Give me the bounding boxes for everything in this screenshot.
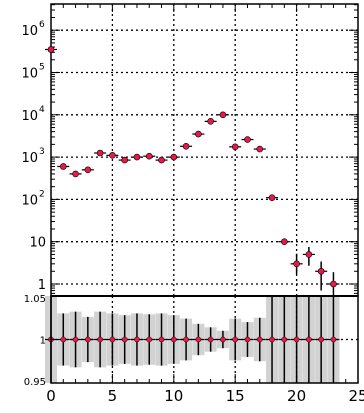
y-tick-label: 10 [21, 67, 38, 82]
data-point [244, 136, 251, 143]
ratio-data-point [109, 336, 116, 343]
x-tick-label: 5 [108, 387, 118, 405]
data-point [317, 267, 325, 275]
data-point [158, 156, 165, 164]
data-point [293, 260, 300, 268]
data-point [195, 130, 202, 138]
data-point [231, 143, 239, 151]
ratio-data-point [318, 336, 325, 343]
data-point [121, 156, 128, 164]
data-point [109, 152, 116, 159]
ratio-data-point [121, 336, 128, 343]
ratio-y-tick-label: 1 [40, 336, 46, 347]
x-tick-label: 20 [287, 387, 306, 405]
plot-frame [50, 3, 359, 297]
data-point [219, 111, 227, 119]
ratio-data-point [256, 336, 263, 343]
ratio-data-point [97, 336, 103, 343]
ratio-data-point [281, 336, 288, 343]
data-point [47, 46, 55, 53]
ratio-data-point [170, 336, 177, 343]
y-tick-label: 10 [21, 151, 38, 166]
y-tick-label-exponent: 5 [39, 63, 45, 73]
y-tick-label: 1 [38, 278, 46, 293]
data-point [133, 153, 141, 161]
ratio-data-point [84, 336, 91, 343]
data-point [207, 118, 214, 125]
data-point [145, 152, 153, 160]
ratio-data-point [220, 336, 226, 343]
ratio-data-point [158, 336, 165, 343]
data-point [96, 149, 104, 157]
ratio-data-point [232, 336, 239, 343]
data-point [330, 280, 337, 288]
ratio-plot-panel: 1.05 1 0.950 5 10 15 20 25 [24, 294, 364, 405]
x-tick-label: 25 [348, 387, 364, 405]
x-tick-label: 0 [46, 387, 56, 405]
y-tick-label: 10 [21, 193, 38, 208]
y-tick-label: 10 [21, 109, 38, 124]
y-tick-label-exponent: 2 [39, 189, 45, 199]
ratio-data-point [330, 336, 337, 343]
ratio-data-point [207, 336, 214, 343]
data-point [84, 166, 92, 174]
ratio-data-point [134, 336, 140, 343]
data-point [182, 143, 190, 150]
y-tick-label-exponent: 3 [39, 147, 45, 157]
data-point [305, 251, 313, 258]
ratio-y-tick-label: 1.05 [24, 294, 46, 305]
ratio-data-point [72, 336, 79, 343]
y-tick-label: 10 [29, 236, 46, 251]
ratio-data-point [293, 336, 300, 343]
ratio-data-point [244, 336, 251, 343]
y-tick-label-exponent: 6 [39, 20, 45, 30]
y-tick-label-exponent: 4 [39, 105, 45, 115]
data-point [256, 145, 264, 153]
ratio-data-point [306, 336, 312, 343]
ratio-data-point [269, 336, 275, 343]
data-point [59, 163, 67, 170]
y-tick-label: 10 [21, 24, 38, 39]
ratio-data-point [146, 336, 153, 343]
data-point [281, 238, 288, 245]
ratio-data-point [183, 336, 189, 343]
ratio-data-point [60, 336, 67, 343]
data-point [72, 170, 79, 178]
x-tick-label: 10 [164, 387, 183, 405]
ratio-data-point [195, 336, 202, 343]
data-point [170, 153, 178, 161]
ratio-y-tick-label: 0.95 [24, 377, 46, 388]
x-tick-label: 15 [226, 387, 245, 405]
data-point [268, 194, 276, 201]
